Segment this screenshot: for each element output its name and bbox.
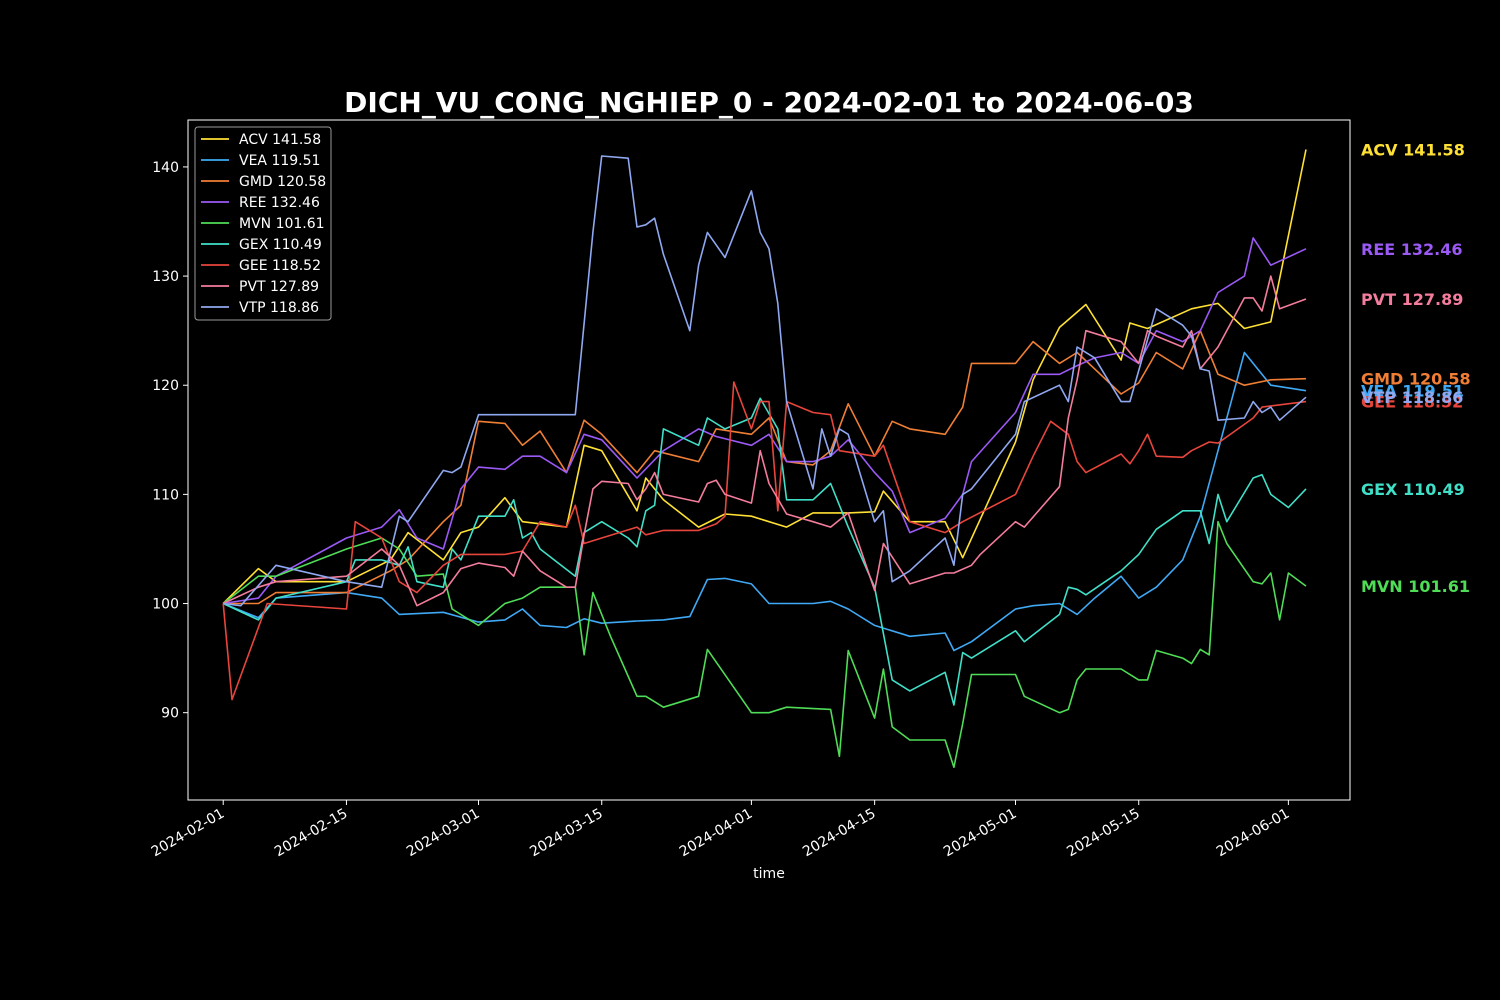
- legend-entry: GEX 110.49: [239, 237, 322, 253]
- series-line-pvt: [222, 275, 1307, 607]
- chart-title: DICH_VU_CONG_NGHIEP_0 - 2024-02-01 to 20…: [344, 86, 1194, 119]
- series-line-mvn: [222, 520, 1307, 769]
- end-label-pvt: PVT 127.89: [1361, 290, 1463, 309]
- legend-entry: GMD 120.58: [239, 174, 326, 190]
- y-tick-label: 120: [152, 378, 179, 394]
- legend-entry: VTP 118.86: [239, 300, 319, 316]
- legend-box: [194, 126, 332, 321]
- x-axis-label: time: [753, 866, 785, 882]
- legend: ACV 141.58 VEA 119.51 GMD 120.58 REE 132.46…: [194, 126, 332, 321]
- y-tick-label: 110: [152, 487, 179, 503]
- series-line-vtp: [223, 155, 1307, 607]
- series-line-vea: [222, 351, 1307, 652]
- y-tick-label: 90: [161, 706, 179, 722]
- legend-entry: REE 132.46: [239, 195, 320, 211]
- end-label-gex: GEX 110.49: [1361, 480, 1465, 499]
- y-axis: 90 100 110 120 130 140: [152, 160, 188, 722]
- y-tick-label: 140: [152, 160, 179, 176]
- y-tick-label: 130: [152, 269, 179, 285]
- legend-entry: VEA 119.51: [239, 153, 320, 169]
- end-label-acv: ACV 141.58: [1361, 140, 1465, 159]
- y-tick-label: 100: [152, 597, 179, 613]
- series-line-gee: [222, 381, 1307, 701]
- end-label-ree: REE 132.46: [1361, 240, 1463, 259]
- plot-frame: [187, 119, 1351, 801]
- end-label-gmd: GMD 120.58: [1361, 370, 1471, 389]
- plot-area: [222, 149, 1307, 769]
- end-label-mvn: MVN 101.61: [1361, 577, 1470, 596]
- end-label-gee: GEE 118.52: [1361, 393, 1463, 412]
- series-line-acv: [222, 149, 1307, 605]
- legend-entry: ACV 141.58: [239, 132, 321, 148]
- series-line-gmd: [223, 329, 1307, 605]
- end-label-vtp: VTP 118.86: [1361, 388, 1463, 407]
- legend-entry: MVN 101.61: [239, 216, 325, 232]
- end-label-vea: VEA 119.51: [1361, 382, 1464, 401]
- legend-entry: GEE 118.52: [239, 258, 321, 274]
- series-line-gex: [222, 397, 1307, 706]
- legend-entry: PVT 127.89: [239, 279, 319, 295]
